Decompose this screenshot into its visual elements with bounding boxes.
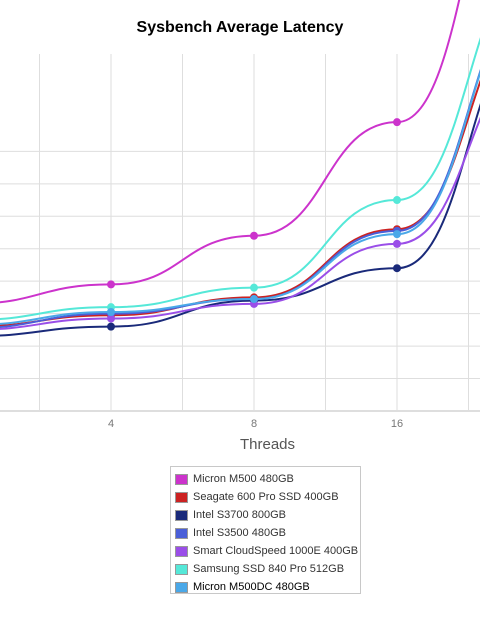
legend-label: Micron M500 480GB [193, 473, 294, 485]
series-1 [0, 79, 480, 327]
legend-swatch [175, 491, 188, 503]
legend-swatch [175, 527, 188, 539]
legend-label: Intel S3700 800GB [193, 509, 286, 521]
series-2 [0, 103, 480, 337]
x-tick-label: 8 [251, 418, 257, 430]
series-5 [0, 37, 480, 321]
legend-item[interactable]: Intel S3700 800GB [171, 506, 360, 524]
legend-label: Smart CloudSpeed 1000E 400GB [193, 545, 359, 557]
data-point[interactable] [393, 264, 401, 273]
legend-swatch [175, 545, 188, 557]
legend-label: Micron M500DC 480GB [193, 581, 310, 593]
series-line [0, 116, 480, 330]
legend-swatch [175, 581, 188, 593]
series-line [0, 79, 480, 327]
series-line [0, 37, 480, 321]
legend-item[interactable]: Micron M500 480GB [171, 470, 360, 488]
data-point[interactable] [107, 322, 115, 331]
data-point[interactable] [393, 196, 401, 205]
series-6 [0, 70, 480, 325]
series-lines [0, 0, 480, 337]
series-line [0, 103, 480, 337]
data-point[interactable] [107, 308, 115, 317]
x-tick-label: 4 [108, 418, 114, 430]
series-3 [0, 69, 480, 328]
legend-item[interactable]: Smart CloudSpeed 1000E 400GB [171, 542, 360, 560]
data-point[interactable] [250, 283, 258, 292]
legend-swatch [175, 509, 188, 521]
legend-item[interactable]: Intel S3500 480GB [171, 524, 360, 542]
legend-swatch [175, 563, 188, 575]
data-point[interactable] [107, 314, 115, 323]
legend-item[interactable]: Seagate 600 Pro SSD 400GB [171, 488, 360, 506]
grid [0, 54, 480, 412]
data-point[interactable] [107, 280, 115, 289]
x-tick-label: 16 [391, 418, 403, 430]
x-tick-labels: 4 8 16 [108, 418, 403, 430]
series-line [0, 0, 461, 304]
series-0 [0, 0, 461, 304]
legend-label: Intel S3500 480GB [193, 527, 286, 539]
legend-item[interactable]: Samsung SSD 840 Pro 512GB [171, 560, 360, 578]
data-point[interactable] [250, 295, 258, 304]
legend-swatch [175, 473, 188, 485]
chart-title: Sysbench Average Latency [136, 19, 344, 36]
legend-item[interactable]: Micron M500DC 480GB [171, 578, 360, 596]
data-point[interactable] [393, 239, 401, 248]
legend-label: Seagate 600 Pro SSD 400GB [193, 491, 339, 503]
x-axis-label: Threads [239, 436, 296, 453]
series-line [0, 69, 480, 328]
data-point[interactable] [250, 231, 258, 240]
data-point[interactable] [393, 230, 401, 239]
data-point[interactable] [393, 118, 401, 127]
legend-label: Samsung SSD 840 Pro 512GB [193, 563, 345, 575]
series-line [0, 70, 480, 325]
legend: Micron M500 480GB Seagate 600 Pro SSD 400… [170, 466, 361, 594]
